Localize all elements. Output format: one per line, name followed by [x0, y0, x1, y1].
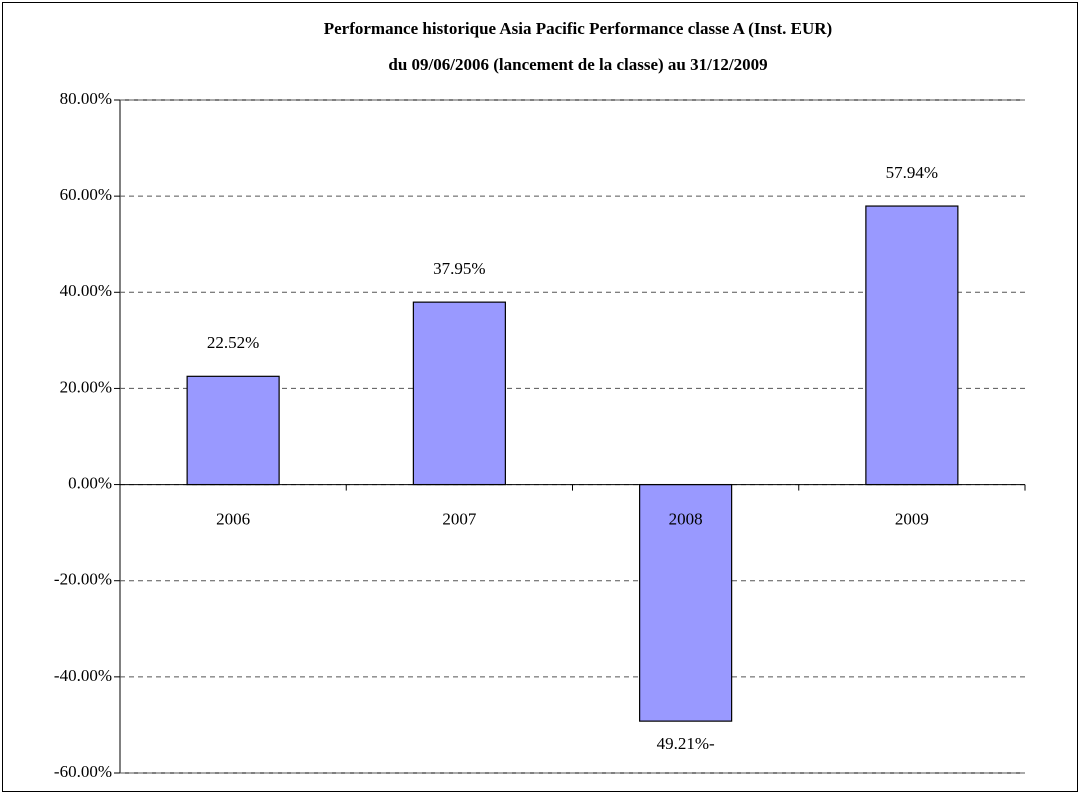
y-tick-label: -60.00%: [54, 762, 112, 781]
y-tick-label: 40.00%: [60, 281, 112, 300]
y-tick-label: -20.00%: [54, 570, 112, 589]
chart-title: Performance historique Asia Pacific Perf…: [324, 19, 832, 38]
bar: [639, 483, 733, 722]
x-tick-label: 2006: [216, 509, 250, 528]
y-tick-label: -40.00%: [54, 666, 112, 685]
x-tick-label: 2009: [895, 509, 929, 528]
x-tick-label: 2008: [669, 509, 703, 528]
data-label: 22.52%: [207, 333, 259, 352]
y-tick-label: 80.00%: [60, 89, 112, 108]
bar: [865, 205, 959, 486]
data-label: 37.95%: [433, 259, 485, 278]
y-tick-label: 0.00%: [68, 473, 112, 492]
y-tick-label: 20.00%: [60, 377, 112, 396]
data-label: 57.94%: [886, 163, 938, 182]
bar: [186, 375, 280, 486]
chart-subtitle: du 09/06/2006 (lancement de la classe) a…: [388, 55, 767, 74]
x-tick-label: 2007: [442, 509, 477, 528]
data-label: 49.21%-: [657, 734, 715, 753]
y-tick-label: 60.00%: [60, 185, 112, 204]
bar: [412, 301, 506, 486]
labels: -60.00% -40.00% -20.00% 0.00% 20.00% 40.00% 60…: [54, 89, 938, 781]
bars: [186, 205, 959, 722]
